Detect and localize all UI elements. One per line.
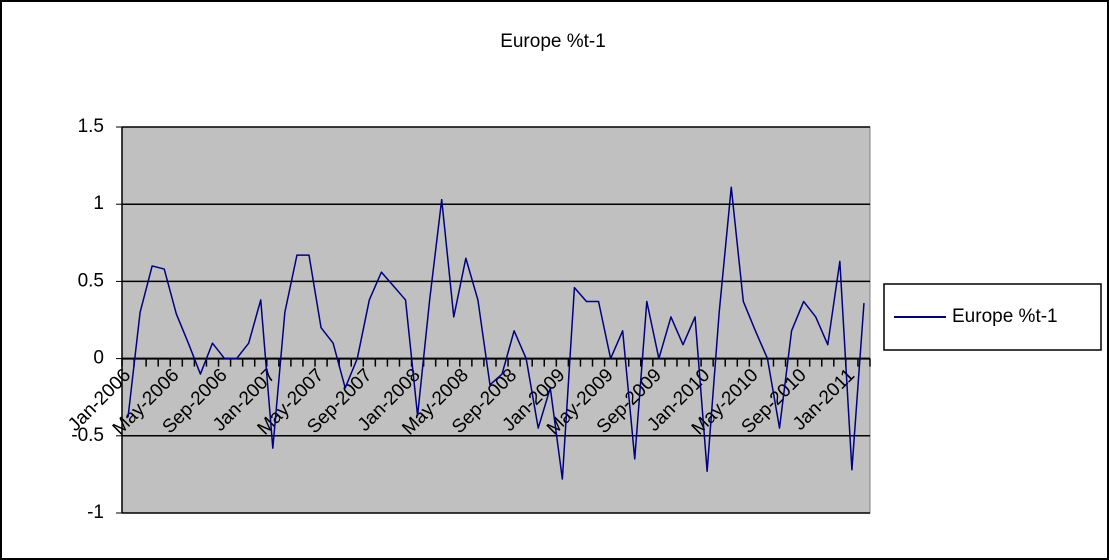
- y-tick-label: -1: [87, 502, 104, 523]
- y-tick-label: 1: [93, 193, 104, 214]
- legend-label: Europe %t-1: [952, 306, 1058, 327]
- y-tick-label: 1.5: [78, 116, 104, 137]
- y-tick-label: 0.5: [78, 270, 104, 291]
- data-line: [127, 186, 865, 480]
- chart-title: Europe %t-1: [500, 31, 606, 52]
- plot-background: [121, 126, 871, 514]
- y-tick-label: 0: [93, 348, 104, 369]
- y-tick-label: -0.5: [71, 425, 104, 446]
